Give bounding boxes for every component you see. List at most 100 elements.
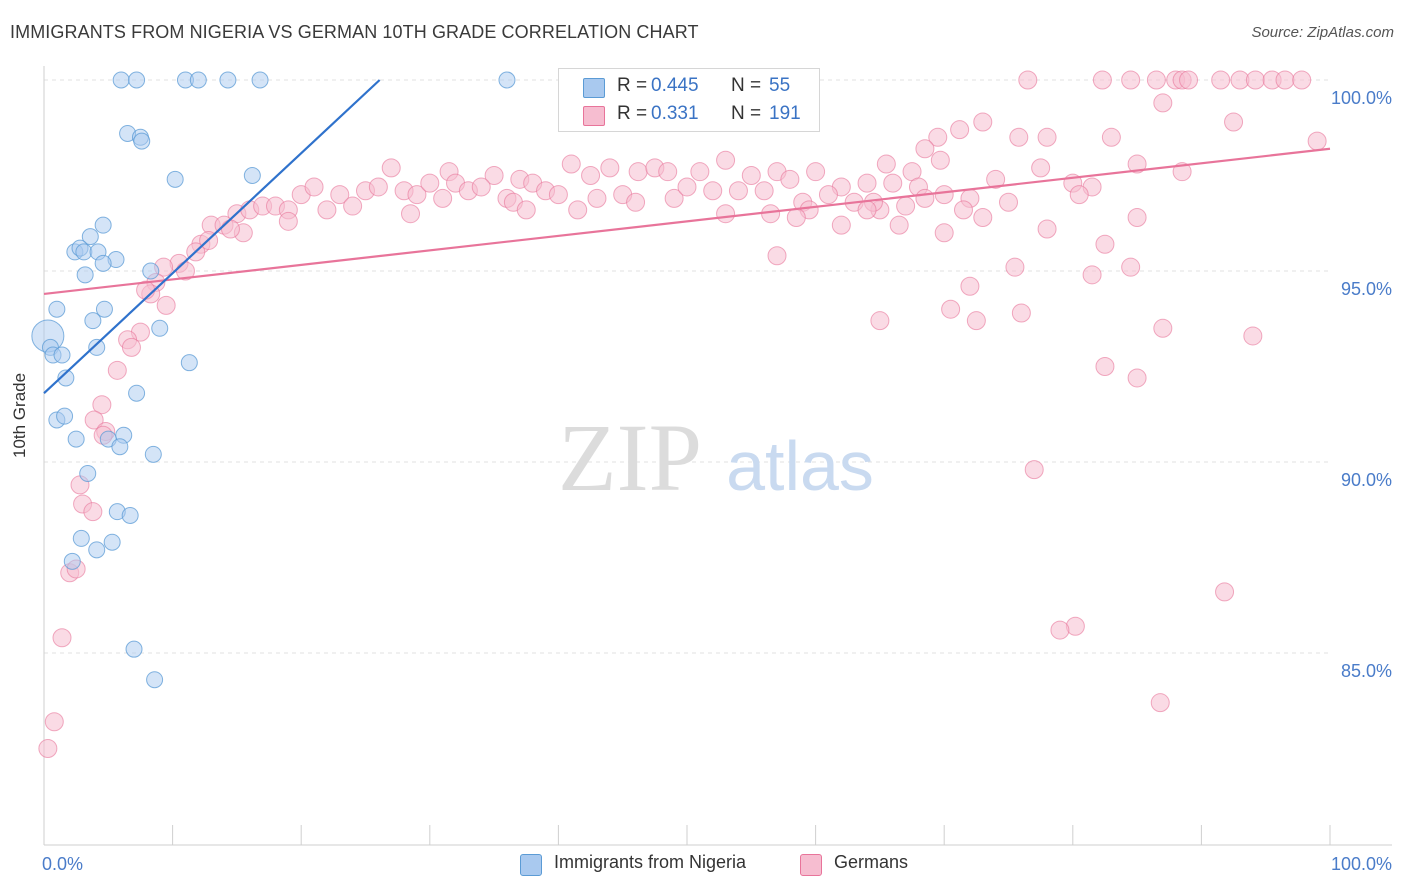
germans-point: [626, 192, 646, 212]
nigeria-swatch: [583, 78, 605, 98]
nigeria-point: [67, 430, 85, 448]
germans-point: [587, 188, 607, 208]
germans-point: [1005, 257, 1025, 277]
germans-point: [1179, 70, 1199, 90]
germans-point: [121, 337, 141, 357]
r-label: R =: [617, 75, 648, 96]
nigeria-point: [121, 506, 139, 524]
nigeria-point: [243, 167, 261, 184]
germans-point: [690, 162, 710, 182]
germans-point: [767, 246, 787, 266]
n-label: N =: [731, 75, 762, 96]
germans-point: [915, 188, 935, 208]
n-value: 191: [769, 103, 801, 124]
germans-point: [703, 181, 723, 201]
germans-point: [883, 173, 903, 193]
germans-point: [780, 169, 800, 189]
y-tick-label: 100.0%: [1331, 88, 1392, 108]
nigeria-point: [88, 541, 106, 559]
germans-point: [107, 360, 127, 380]
germans-point: [664, 188, 684, 208]
germans-point: [1215, 582, 1235, 602]
germans-point: [561, 154, 581, 174]
germans-point: [471, 177, 491, 197]
nigeria-point: [144, 445, 162, 463]
germans-point: [786, 208, 806, 228]
germans-point: [716, 204, 736, 224]
nigeria-point: [84, 312, 102, 330]
germans-point: [857, 200, 877, 220]
germans-point: [84, 410, 104, 430]
germans-point: [1243, 326, 1263, 346]
germans-point: [986, 169, 1006, 189]
nigeria-point: [53, 346, 71, 364]
nigeria-point: [166, 170, 184, 188]
germans-point: [999, 192, 1018, 212]
germans-point: [677, 177, 697, 197]
germans-point: [930, 150, 950, 170]
germans-point: [220, 219, 240, 239]
germans-point: [156, 295, 176, 315]
germans-point: [960, 276, 980, 296]
germans-point: [52, 628, 72, 648]
germans-point: [818, 185, 838, 205]
germans-point: [1009, 127, 1029, 147]
nigeria-point: [75, 243, 93, 261]
germans-point: [1082, 265, 1102, 285]
r-value: 0.445: [651, 75, 699, 96]
stats-row-germans: R = 0.331 N = 191: [559, 101, 819, 129]
trend-lines: [43, 79, 1331, 395]
germans-point: [38, 739, 58, 758]
germans-legend-swatch: [800, 854, 822, 876]
stats-row-nigeria: R = 0.445 N = 55: [559, 73, 819, 101]
n-label: N =: [731, 103, 762, 124]
germans-point: [953, 200, 973, 220]
nigeria-point: [112, 71, 130, 89]
germans-point: [973, 208, 993, 228]
germans-point: [831, 215, 851, 235]
watermark: ZIP atlas: [558, 404, 874, 511]
y-tick-label: 85.0%: [1341, 661, 1392, 681]
germans-point: [934, 185, 954, 205]
nigeria-trend-line: [43, 79, 381, 395]
nigeria-point: [189, 71, 207, 89]
germans-point: [420, 173, 440, 193]
germans-point: [1127, 154, 1147, 174]
axes: [43, 66, 1392, 846]
germans-point: [568, 200, 588, 220]
nigeria-point: [103, 533, 121, 551]
germans-point: [407, 185, 427, 205]
germans-point: [1127, 368, 1147, 388]
germans-point: [401, 204, 421, 224]
germans-point: [1101, 127, 1121, 147]
germans-point: [1024, 460, 1044, 480]
nigeria-point: [63, 552, 81, 570]
x-tick-label: 0.0%: [42, 854, 83, 874]
nigeria-point: [151, 319, 169, 337]
germans-point: [1224, 112, 1244, 132]
germans-point: [1037, 127, 1057, 147]
germans-point: [741, 166, 761, 185]
germans-point: [1275, 70, 1295, 90]
germans-point: [1211, 70, 1231, 90]
germans-point: [1146, 70, 1166, 90]
germans-point: [658, 162, 678, 182]
germans-point: [728, 181, 748, 201]
r-label: R =: [617, 103, 648, 124]
germans-swatch: [583, 106, 605, 126]
germans-point: [83, 502, 103, 522]
nigeria-point: [125, 640, 143, 658]
nigeria-point: [251, 71, 269, 89]
nigeria-point: [48, 300, 66, 318]
germans-point: [966, 311, 986, 331]
germans-point: [1150, 693, 1170, 713]
tick-labels: 85.0% 90.0% 95.0% 100.0% 0.0% 100.0%: [42, 88, 1392, 874]
nigeria-point: [133, 132, 151, 150]
y-tick-label: 90.0%: [1341, 470, 1392, 490]
nigeria-point: [79, 464, 97, 482]
germans-point: [1121, 70, 1141, 90]
germans-point: [581, 166, 601, 185]
germans-point: [92, 395, 112, 415]
germans-point: [1121, 257, 1141, 277]
legend-label-nigeria: Immigrants from Nigeria: [554, 852, 747, 872]
